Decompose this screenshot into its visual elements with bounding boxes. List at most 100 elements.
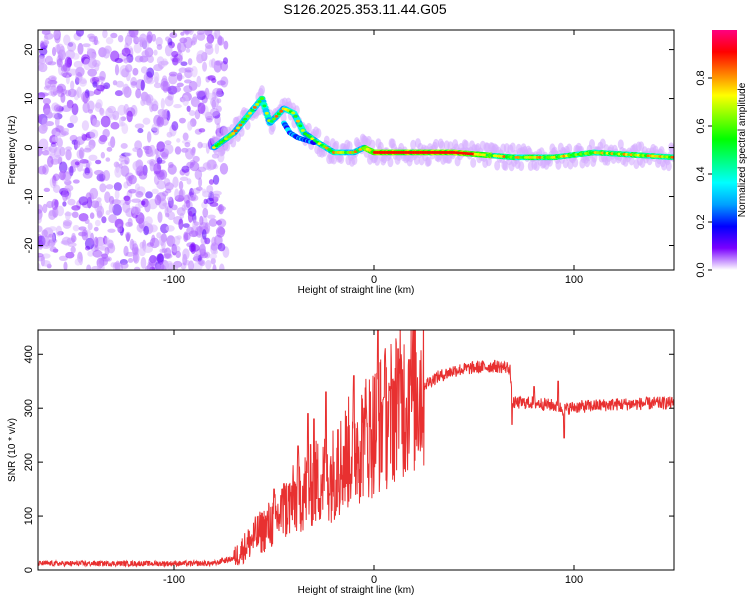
spectrogram-cell (203, 198, 208, 205)
spectrogram-cell (172, 85, 182, 93)
spectrogram-cell (128, 174, 137, 185)
spectrogram-cell (187, 58, 193, 66)
spectrogram-cell (333, 140, 340, 151)
spectrogram-cell (216, 142, 221, 146)
spectrogram-cell (216, 36, 225, 46)
spectrogram-cell (260, 97, 264, 100)
spectrogram-cell (81, 133, 88, 141)
spectrogram-cell (128, 188, 137, 194)
spectrogram-cell (98, 137, 106, 145)
spectrogram-cell (114, 260, 121, 270)
spectrogram-cell (182, 132, 189, 141)
spectrogram-cell (186, 105, 191, 112)
spectrogram-cell (105, 157, 111, 162)
spectrogram-cell (156, 169, 165, 181)
spectrogram-cell (74, 140, 81, 149)
spectrogram-cell (62, 127, 70, 133)
spectrogram-cell (173, 266, 179, 270)
spectrogram-cell (117, 34, 124, 43)
spectrogram-cell (171, 245, 177, 251)
spectrogram-cell (39, 47, 48, 56)
spectrogram-cell (214, 43, 220, 55)
spectrogram-cell (102, 48, 111, 59)
spectrogram-cell (124, 156, 130, 165)
spectrogram-cell (198, 128, 206, 133)
spectrogram-cell (101, 216, 107, 224)
spectrogram-cell (264, 111, 269, 115)
spectrogram-cell (53, 30, 60, 39)
spectrogram-cell (69, 114, 78, 124)
spectrogram-cell (230, 137, 237, 148)
spectrogram-cell (183, 36, 193, 49)
spectrogram-cell (41, 260, 51, 267)
spectrogram-cell (65, 74, 70, 85)
spectrogram-cell (157, 211, 163, 223)
snr-xtick-label: 0 (371, 574, 377, 586)
snr-ytick-label: 100 (23, 507, 35, 525)
spectrogram-cell (107, 140, 115, 147)
spectrogram-cell (148, 224, 158, 233)
spectrogram-cell (204, 237, 211, 245)
spectrogram-cell (41, 244, 51, 249)
snr-ticks: -100 0 100 0 100 200 300 400 (23, 330, 674, 586)
spectrogram-cell (100, 151, 106, 159)
spectrogram-cell (86, 264, 92, 270)
spectrogram-cell (160, 98, 165, 110)
spectrogram-cell (262, 104, 267, 108)
spectrogram-cell (42, 203, 48, 214)
spectrogram-cell (127, 217, 133, 227)
spectrogram-cell (168, 71, 178, 77)
spectrogram-cell (164, 44, 173, 57)
spectrogram-cell (169, 32, 178, 39)
spectrogram-cell (54, 131, 61, 143)
spectrogram-cell (39, 92, 49, 97)
spectrogram-cell (155, 36, 163, 47)
spectrogram-cell (233, 129, 238, 133)
spectrogram-ytick-label: -20 (23, 238, 35, 254)
spectrogram-cell (377, 141, 384, 152)
snr-ytick-label: 400 (23, 345, 35, 363)
spectrogram-cell (61, 236, 72, 246)
spectrogram-cell (96, 205, 105, 218)
colorbar-tick-label: 0.8 (695, 70, 707, 85)
spectrogram-cell (38, 225, 43, 233)
spectrogram-cell (186, 178, 192, 185)
spectrogram-cell (163, 143, 174, 155)
spectrogram-cell (110, 32, 118, 39)
spectrogram-cell (143, 245, 153, 254)
spectrogram-cell (182, 94, 190, 107)
spectrogram-cell (665, 161, 672, 172)
spectrogram-cell (280, 112, 287, 123)
spectrogram-ytick-label: 10 (23, 92, 35, 104)
spectrogram-cell (132, 147, 140, 153)
snr-ytick-label: 200 (23, 453, 35, 471)
spectrogram-cell (38, 262, 41, 270)
spectrogram-cell (51, 112, 58, 119)
spectrogram-cell (75, 30, 84, 37)
spectrogram-cell (210, 58, 216, 69)
spectrogram-cell (91, 200, 100, 209)
spectrogram-cell (60, 71, 67, 77)
spectrogram-cell (87, 47, 92, 53)
spectrogram-cell (114, 57, 123, 64)
spectrogram-cell (89, 129, 99, 139)
spectrogram-cell (188, 30, 194, 35)
spectrogram-cell (217, 243, 226, 252)
spectrogram-cell (197, 260, 204, 266)
spectrogram-cell (49, 246, 57, 253)
spectrogram-cell (171, 50, 179, 58)
spectrogram-cell (175, 250, 181, 259)
spectrogram-cell (387, 157, 394, 168)
spectrogram-cell (89, 53, 96, 60)
spectrogram-cell (60, 92, 66, 103)
spectrogram-cell (67, 88, 77, 98)
spectrogram-cell (152, 100, 159, 110)
spectrogram-cell (226, 135, 231, 139)
spectrogram-cell (196, 226, 203, 236)
spectrogram-xtick-label: 0 (371, 274, 377, 286)
spectrogram-cell (305, 122, 312, 133)
spectrogram-cell (191, 147, 196, 157)
spectrogram-cell (64, 184, 74, 192)
spectrogram-cell (171, 121, 179, 131)
spectrogram-cell (67, 41, 77, 52)
